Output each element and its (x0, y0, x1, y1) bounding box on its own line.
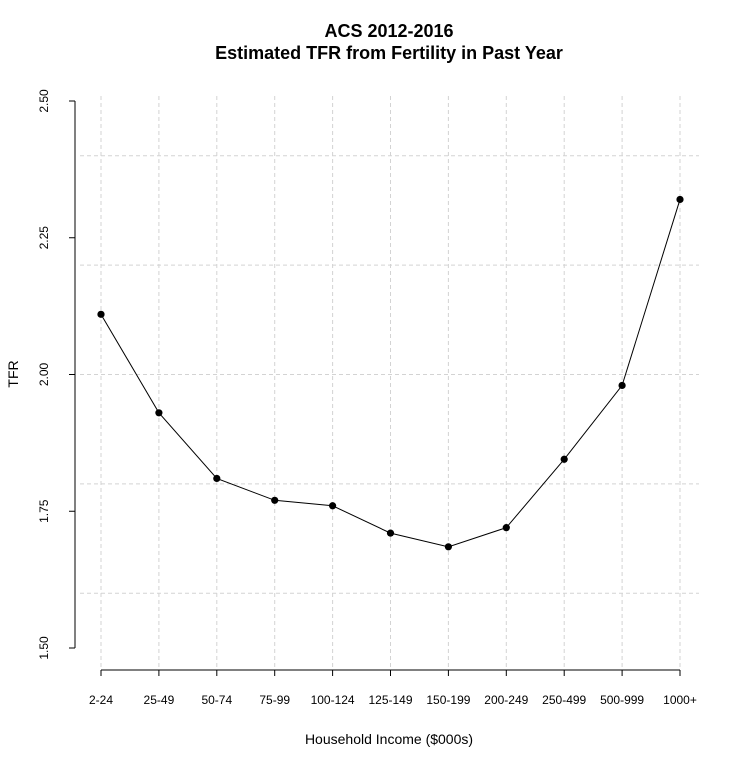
y-axis: 1.50 1.75 2.00 2.25 2.50 (37, 89, 76, 660)
data-point (271, 496, 279, 504)
data-point (676, 195, 684, 204)
x-tick-label: 125-149 (368, 693, 412, 707)
data-point (444, 543, 452, 551)
x-axis: 2-24 25-49 50-74 75-99 100-124 125-149 150-199… (89, 669, 697, 707)
x-tick-label: 250-499 (542, 693, 586, 707)
x-tick-label: 75-99 (259, 693, 290, 707)
x-tick-label: 25-49 (144, 693, 175, 707)
data-point (329, 502, 337, 510)
series-line (97, 195, 684, 551)
x-tick-label: 2-24 (89, 693, 113, 707)
y-tick-label: 2.50 (37, 89, 51, 113)
data-point (560, 455, 568, 463)
y-tick-label: 2.00 (37, 362, 51, 386)
data-point (386, 529, 395, 537)
x-tick-label: 50-74 (201, 693, 232, 707)
x-tick-label: 100-124 (311, 693, 355, 707)
chart-subtitle: Estimated TFR from Fertility in Past Yea… (215, 43, 563, 63)
x-tick-label: 200-249 (484, 693, 528, 707)
x-tick-label: 1000+ (663, 693, 697, 707)
x-tick-label: 500-999 (600, 693, 644, 707)
data-point (502, 524, 510, 532)
x-tick-label: 150-199 (426, 693, 470, 707)
x-axis-label: Household Income ($000s) (305, 731, 473, 747)
y-tick-label: 1.50 (37, 636, 51, 660)
data-point (97, 310, 105, 318)
y-axis-label: TFR (5, 360, 21, 387)
grid (80, 96, 699, 670)
chart-title: ACS 2012-2016 (324, 21, 453, 41)
y-tick-label: 2.25 (37, 226, 51, 250)
data-point (155, 409, 163, 417)
data-point (213, 474, 221, 483)
y-tick-label: 1.75 (37, 499, 51, 523)
data-point (618, 381, 626, 390)
